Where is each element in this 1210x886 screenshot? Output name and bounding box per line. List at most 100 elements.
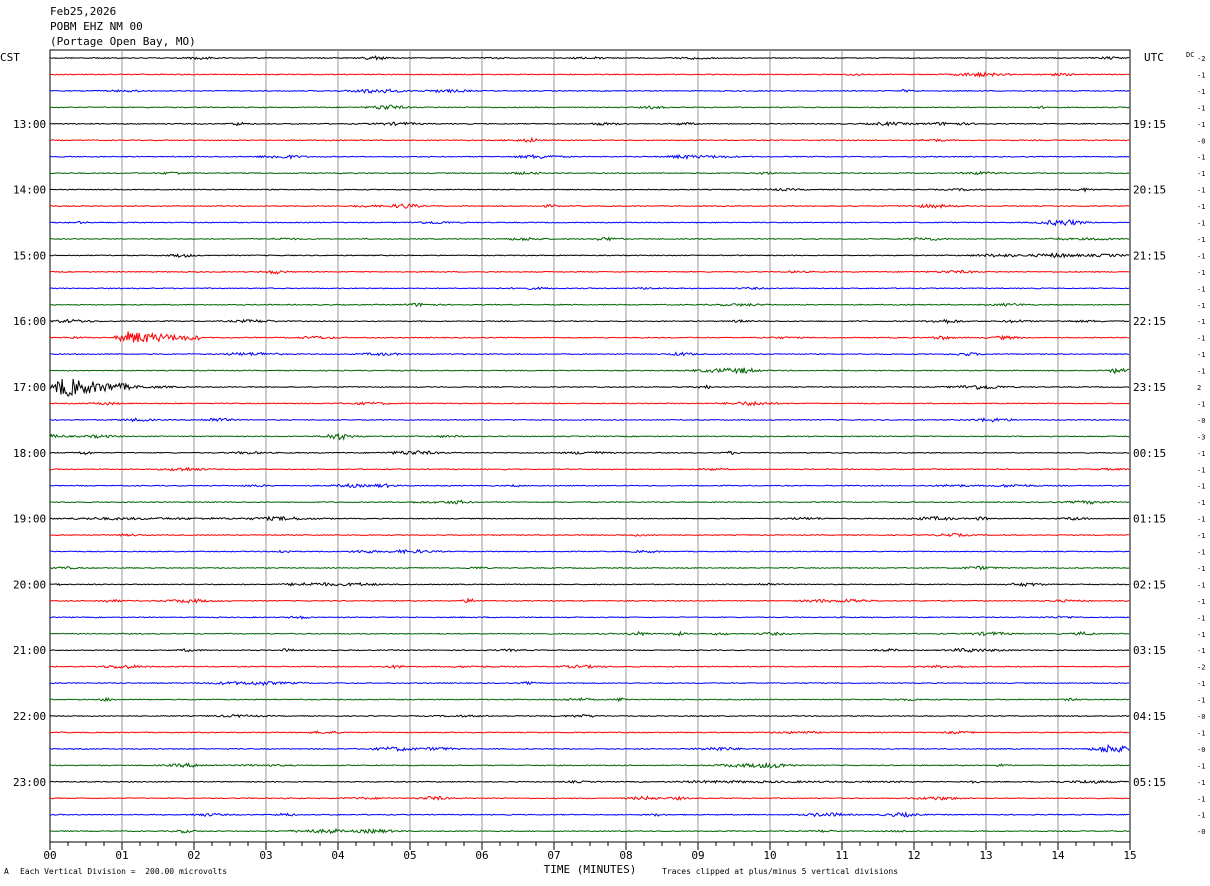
- dc-offset-label: -1: [1197, 302, 1205, 310]
- dc-offset-label: -1: [1197, 680, 1205, 688]
- x-tick-label: 01: [115, 849, 128, 862]
- left-hour-label: 23:00: [13, 776, 46, 789]
- dc-offset-label: -1: [1197, 466, 1205, 474]
- seismic-trace: [49, 203, 1130, 209]
- seismic-trace: [49, 104, 1130, 111]
- right-hour-label: 19:15: [1133, 118, 1166, 131]
- dc-offset-label: -1: [1197, 104, 1205, 112]
- dc-offset-label: -0: [1197, 137, 1205, 145]
- dc-offset-label: -1: [1197, 614, 1205, 622]
- seismic-trace: [49, 795, 1130, 801]
- seismic-trace: [49, 779, 1130, 785]
- seismic-trace: [49, 218, 1130, 227]
- dc-offset-label: -1: [1197, 598, 1205, 606]
- seismic-trace: [49, 532, 1130, 538]
- right-hour-label: 03:15: [1133, 644, 1166, 657]
- right-timezone-label: UTC: [1144, 51, 1164, 64]
- left-hour-label: 21:00: [13, 644, 46, 657]
- seismic-trace: [49, 432, 1130, 441]
- dc-offset-label: -1: [1197, 203, 1205, 211]
- seismic-trace: [49, 351, 1130, 357]
- right-hour-label: 00:15: [1133, 447, 1166, 460]
- right-hour-label: 21:15: [1133, 249, 1166, 262]
- seismic-trace: [50, 302, 1130, 308]
- seismic-trace: [49, 136, 1130, 143]
- right-hour-label: 04:15: [1133, 710, 1166, 723]
- seismic-trace: [49, 515, 1130, 522]
- dc-label: DC: [1186, 51, 1194, 59]
- dc-offset-label: -1: [1197, 697, 1205, 705]
- dc-offset-label: -1: [1197, 71, 1205, 79]
- dc-offset-label: -0: [1197, 828, 1205, 836]
- seismic-trace: [49, 730, 1130, 735]
- dc-offset-label: -1: [1197, 187, 1205, 195]
- seismic-trace: [49, 120, 1130, 127]
- dc-offset-label: -1: [1197, 450, 1205, 458]
- right-hour-label: 05:15: [1133, 776, 1166, 789]
- dc-offset-label: -1: [1197, 88, 1205, 96]
- seismic-trace: [50, 367, 1130, 375]
- x-tick-label: 10: [763, 849, 776, 862]
- dc-offset-label: -1: [1197, 318, 1205, 326]
- dc-offset-label: -0: [1197, 746, 1205, 754]
- seismic-trace: [49, 450, 1130, 456]
- x-tick-label: 04: [331, 849, 345, 862]
- seismic-trace: [49, 647, 1130, 653]
- seismic-trace: [49, 548, 1130, 555]
- x-tick-label: 02: [187, 849, 200, 862]
- x-tick-label: 11: [835, 849, 848, 862]
- right-hour-label: 23:15: [1133, 381, 1166, 394]
- plot-date: Feb25,2026: [50, 5, 117, 18]
- dc-offset-label: -1: [1197, 483, 1205, 491]
- seismic-trace: [49, 827, 1130, 835]
- left-hour-label: 17:00: [13, 381, 46, 394]
- station-location: (Portage Open Bay, MO): [50, 35, 196, 48]
- seismic-trace: [49, 55, 1130, 61]
- seismic-trace: [49, 499, 1130, 505]
- dc-offset-label: -1: [1197, 647, 1205, 655]
- left-hour-label: 14:00: [13, 184, 46, 197]
- x-tick-label: 05: [403, 849, 416, 862]
- x-tick-label: 15: [1123, 849, 1136, 862]
- seismic-trace: [49, 170, 1130, 176]
- dc-offset-label: -1: [1197, 368, 1205, 376]
- seismic-trace: [49, 615, 1130, 620]
- dc-offset-label: -1: [1197, 236, 1205, 244]
- dc-offset-label: -1: [1197, 285, 1205, 293]
- left-hour-label: 15:00: [13, 249, 46, 262]
- dc-offset-label: -1: [1197, 499, 1205, 507]
- dc-offset-label: -1: [1197, 795, 1205, 803]
- right-hour-label: 01:15: [1133, 513, 1166, 526]
- right-hour-label: 22:15: [1133, 315, 1166, 328]
- left-hour-label: 18:00: [13, 447, 46, 460]
- seismic-trace: [49, 581, 1130, 588]
- left-hour-label: 22:00: [13, 710, 46, 723]
- dc-offset-label: -1: [1197, 351, 1205, 359]
- dc-offset-label: -1: [1197, 170, 1205, 178]
- left-hour-label: 20:00: [13, 578, 46, 591]
- dc-offset-label: -1: [1197, 532, 1205, 540]
- dc-offset-label: -1: [1197, 335, 1205, 343]
- dc-offset-label: -1: [1197, 269, 1205, 277]
- x-tick-label: 00: [43, 849, 56, 862]
- seismic-trace: [49, 71, 1130, 78]
- x-tick-label: 09: [691, 849, 704, 862]
- seismic-trace: [49, 630, 1130, 637]
- seismic-trace: [49, 696, 1130, 703]
- x-tick-label: 12: [907, 849, 920, 862]
- x-tick-label: 08: [619, 849, 632, 862]
- left-hour-label: 16:00: [13, 315, 46, 328]
- seismic-trace: [49, 482, 1130, 489]
- seismic-trace: [50, 417, 1130, 423]
- dc-offset-label: -2: [1197, 664, 1205, 672]
- seismic-trace: [50, 153, 1130, 160]
- seismic-trace: [49, 466, 1130, 472]
- left-hour-label: 13:00: [13, 118, 46, 131]
- dc-offset-label: -1: [1197, 154, 1205, 162]
- dc-offset-label: -0: [1197, 417, 1205, 425]
- seismic-trace: [49, 761, 1130, 769]
- x-axis-label: TIME (MINUTES): [544, 863, 637, 876]
- dc-offset-label: -1: [1197, 581, 1205, 589]
- dc-offset-label: -1: [1197, 812, 1205, 820]
- dc-offset-label: -0: [1197, 713, 1205, 721]
